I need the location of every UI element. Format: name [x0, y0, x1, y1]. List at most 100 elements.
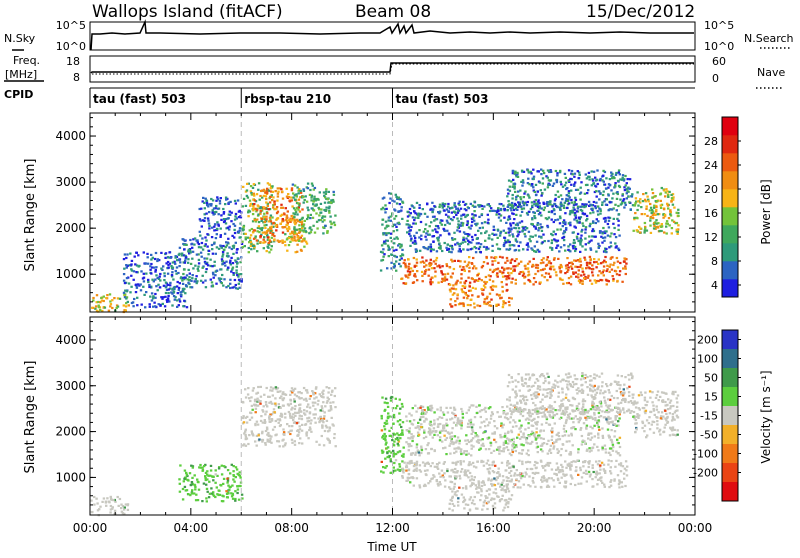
velocity-cell: [251, 430, 253, 432]
velocity-cell: [527, 484, 529, 486]
power-cell: [462, 222, 464, 224]
velocity-cell: [398, 463, 400, 465]
power-cell: [589, 204, 591, 206]
power-cell: [419, 204, 421, 206]
power-cell: [142, 277, 144, 279]
power-cell: [251, 228, 253, 230]
power-cell: [533, 277, 535, 279]
velocity-cell: [603, 468, 605, 470]
power-cell: [385, 208, 387, 210]
power-cell: [195, 278, 197, 280]
velocity-cell: [306, 417, 308, 419]
velocity-cell: [499, 486, 501, 488]
power-cell: [587, 277, 589, 279]
velocity-cell: [292, 419, 294, 421]
velocity-cell: [596, 471, 598, 473]
velocity-cell: [251, 417, 253, 419]
power-cell: [548, 211, 550, 213]
power-cell: [298, 240, 300, 242]
power-cell: [508, 304, 510, 306]
velocity-cell: [424, 465, 426, 467]
power-cell: [583, 274, 585, 276]
power-cell: [653, 225, 655, 227]
power-cell: [201, 237, 203, 239]
power-cell: [230, 257, 232, 259]
velocity-cell: [334, 395, 336, 397]
velocity-cell: [449, 503, 451, 505]
power-cell: [464, 292, 466, 294]
power-cell: [619, 186, 621, 188]
power-cell: [545, 265, 547, 267]
velocity-cell: [479, 499, 481, 501]
velocity-cell: [282, 393, 284, 395]
power-cell: [605, 187, 607, 189]
velocity-cell: [465, 503, 467, 505]
velocity-cell: [572, 421, 574, 423]
power-cell: [598, 208, 600, 210]
power-cell: [560, 205, 562, 207]
power-cell: [316, 227, 318, 229]
power-cell: [571, 268, 573, 270]
velocity-cell: [505, 469, 507, 471]
velocity-cell: [390, 400, 392, 402]
velocity-cell: [508, 490, 510, 492]
power-cell: [540, 214, 542, 216]
power-cell: [508, 301, 510, 303]
velocity-cell: [275, 404, 277, 406]
power-cell: [412, 270, 414, 272]
power-cell: [518, 227, 520, 229]
power-cell: [591, 230, 593, 232]
power-cell: [250, 203, 252, 205]
velocity-cell: [387, 417, 389, 419]
power-cell: [312, 217, 314, 219]
velocity-cell: [469, 509, 471, 511]
velocity-cell: [574, 484, 576, 486]
power-cell: [324, 216, 326, 218]
power-cell: [400, 198, 402, 200]
nave-tick-low: 0: [712, 72, 719, 85]
power-cell: [587, 189, 589, 191]
velocity-cell: [546, 443, 548, 445]
velocity-cell: [488, 464, 490, 466]
power-cell: [549, 276, 551, 278]
velocity-cell: [608, 486, 610, 488]
velocity-cell: [518, 420, 520, 422]
power-cell: [304, 227, 306, 229]
power-cell: [293, 221, 295, 223]
power-cell: [559, 217, 561, 219]
velocity-cell: [540, 479, 542, 481]
power-cell: [422, 280, 424, 282]
power-cell: [270, 228, 272, 230]
power-cell: [164, 275, 166, 277]
power-cell: [456, 297, 458, 299]
power-cell: [489, 269, 491, 271]
power-cell: [575, 248, 577, 250]
power-cell: [266, 232, 268, 234]
power-cell: [125, 305, 127, 307]
power-cell: [444, 278, 446, 280]
power-cell: [426, 216, 428, 218]
power-cell: [544, 276, 546, 278]
power-cell: [110, 303, 112, 305]
power-cell: [431, 202, 433, 204]
power-cell: [522, 230, 524, 232]
power-cell: [602, 232, 604, 234]
velocity-cell: [381, 415, 383, 417]
power-cell: [604, 236, 606, 238]
power-cell: [453, 232, 455, 234]
power-cell: [430, 248, 432, 250]
velocity-cell: [547, 440, 549, 442]
power-cell: [489, 293, 491, 295]
velocity-cell: [396, 405, 398, 407]
velocity-cell: [574, 428, 576, 430]
velocity-cell: [279, 445, 281, 447]
velocity-cell: [488, 488, 490, 490]
velocity-cell: [621, 481, 623, 483]
velocity-cell: [388, 450, 390, 452]
velocity-cell: [294, 408, 296, 410]
power-cell: [595, 266, 597, 268]
power-cell: [509, 223, 511, 225]
velocity-cell: [507, 501, 509, 503]
power-cell: [465, 238, 467, 240]
power-cell: [194, 237, 196, 239]
